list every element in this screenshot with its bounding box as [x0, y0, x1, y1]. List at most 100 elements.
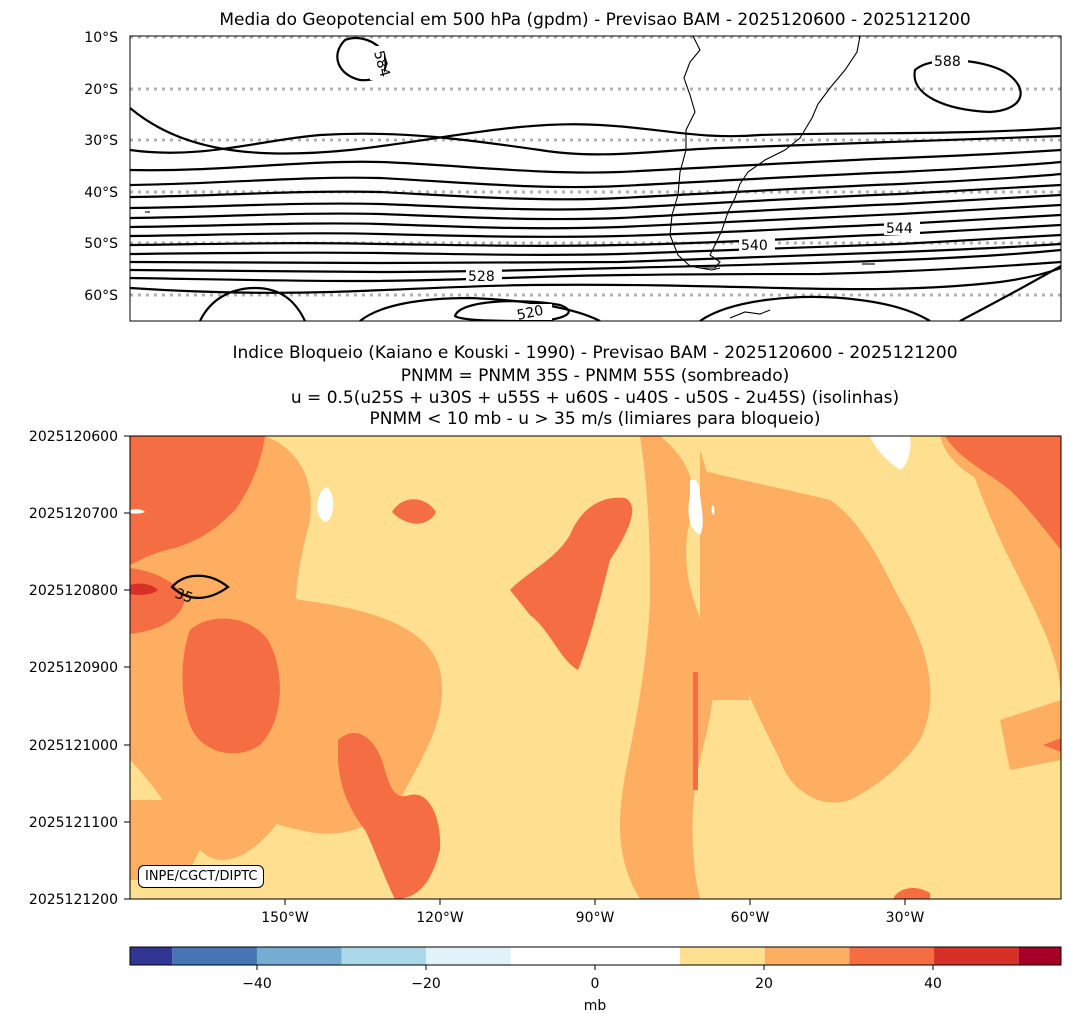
- ytick-label-2025121000: 2025121000: [29, 738, 118, 754]
- contour-line-2: [130, 132, 1061, 156]
- map-ytick-10s: 10°S: [84, 30, 118, 46]
- map-background: [130, 36, 1061, 321]
- map-ytick-20s: 20°S: [84, 82, 118, 98]
- contour-line-7: [130, 193, 1061, 221]
- red-region-east-small: [1043, 738, 1061, 752]
- contour-line-3: [130, 148, 1061, 174]
- contour-line-13: [130, 248, 1061, 274]
- map-y-axis: 10°S 20°S 30°S 40°S 50°S 60°S: [84, 30, 118, 304]
- contour-label-584: 584: [370, 49, 392, 79]
- red-region-small-cell: [392, 499, 436, 524]
- colorbar-tick-label-20: 20: [755, 976, 773, 992]
- colorbar-tick-label-neg40: −40: [242, 976, 272, 992]
- tierra-del-fuego: [699, 267, 721, 271]
- contour-low-east: [699, 295, 931, 321]
- red-region-center-band: [510, 497, 633, 670]
- u-isoline-35: [170, 574, 230, 599]
- orange-region-sw: [130, 800, 204, 880]
- red-region-south: [338, 732, 441, 899]
- white-cell-west-edge: [130, 509, 145, 514]
- label-mask-588: [932, 52, 968, 68]
- contour-label-540: 540: [741, 238, 768, 254]
- xtick-label-60w: 60°W: [731, 910, 770, 926]
- colorbar-segment-6: [680, 947, 765, 965]
- ytick-label-2025120900: 2025120900: [29, 660, 118, 676]
- ytick-label-2025120800: 2025120800: [29, 583, 118, 599]
- contour-line-10: [130, 223, 1061, 247]
- contour-low-west: [199, 286, 306, 321]
- colorbar-segment-4: [426, 947, 511, 965]
- ytick-label-2025120600: 2025120600: [29, 429, 118, 445]
- ytick-label-2025120700: 2025120700: [29, 506, 118, 522]
- white-cell-center: [688, 479, 703, 535]
- contour-line-11: [130, 233, 1061, 256]
- label-mask-584: [370, 46, 384, 80]
- label-mask-528: [466, 267, 502, 283]
- red-region-west-cell: [182, 618, 280, 754]
- bottom-chart-title-line-3: u = 0.5(u25S + u30S + u55S + u60S - u40S…: [290, 388, 900, 408]
- colorbar-segment-1: [172, 947, 257, 965]
- blocking-y-axis: [124, 435, 130, 900]
- geopotential-contours: [130, 37, 1061, 321]
- colorbar-unit-label: mb: [584, 998, 607, 1014]
- white-cell-tiny: [711, 505, 715, 515]
- bottom-chart-title-line-2: PNMM = PNMM 35S - PNMM 55S (sombreado): [400, 366, 790, 386]
- contour-label-588: 588: [934, 54, 961, 70]
- colorbar-segment-5: [510, 947, 681, 965]
- blocking-y-labels: 2025120600 2025120700 2025120800 2025120…: [29, 429, 118, 908]
- contour-line-14: [130, 260, 1061, 283]
- credit-box: INPE/CGCT/DIPTC: [138, 865, 265, 888]
- colorbar-segment-9: [934, 947, 1019, 965]
- colorbar-tick-label-40: 40: [924, 976, 942, 992]
- label-mask-544: [884, 219, 920, 235]
- colorbar-segment-0: [130, 947, 173, 965]
- geopotential-plot-area: 584 588 544 540 528 520: [130, 36, 1061, 324]
- contour-low-far-east: [959, 265, 1061, 321]
- contour-label-544: 544: [886, 221, 913, 237]
- xtick-label-30w: 30°W: [886, 910, 925, 926]
- ytick-label-2025121200: 2025121200: [29, 892, 118, 908]
- bottom-chart-title-line-4: PNMM < 10 mb - u > 35 m/s (limiares para…: [369, 409, 821, 429]
- coastlines: [145, 36, 875, 319]
- contour-line-4: [130, 160, 1061, 189]
- colorbar-ticks: [256, 965, 934, 970]
- map-frame: [129, 35, 1062, 322]
- ytick-label-2025121100: 2025121100: [29, 815, 118, 831]
- orange-region-east-edge: [1000, 700, 1061, 770]
- colorbar-segments: [130, 947, 1061, 965]
- contour-line-6: [130, 183, 1061, 211]
- colorbar-segment-8: [849, 947, 935, 965]
- colorbar-segment-7: [764, 947, 850, 965]
- contour-label-528: 528: [468, 269, 495, 285]
- geopotential-map-panel: 584 588 544 540 528 520 10°S 20°S 30°S 4…: [84, 30, 1062, 324]
- blocking-x-labels: 150°W 120°W 90°W 60°W 30°W: [261, 910, 924, 926]
- label-mask-540: [739, 236, 775, 252]
- red-region-nw: [130, 436, 265, 565]
- red-strip-andes: [693, 672, 698, 790]
- blocking-plot-area: 35: [130, 436, 1061, 899]
- red-region-ne: [945, 436, 1061, 550]
- u-isoline-label-35: 35: [173, 586, 195, 607]
- contour-line-15: [130, 266, 1061, 294]
- blocking-index-panel: 35 2025120600 2025120700 2025120800 2025…: [29, 429, 1062, 926]
- contour-line-12: [130, 242, 1061, 265]
- top-chart-title: Media do Geopotencial em 500 hPa (gpdm) …: [219, 10, 971, 30]
- map-ytick-30s: 30°S: [84, 133, 118, 149]
- contour-line-9: [130, 213, 1061, 238]
- map-ytick-50s: 50°S: [84, 236, 118, 252]
- contour-520: [453, 300, 570, 321]
- xtick-label-150w: 150°W: [261, 910, 309, 926]
- label-mask-520: [516, 304, 552, 320]
- fill-level-neutral: [130, 436, 911, 535]
- map-ytick-60s: 60°S: [84, 288, 118, 304]
- orange-region-east-inner: [700, 470, 931, 803]
- white-cell-north: [870, 436, 911, 470]
- xtick-label-90w: 90°W: [576, 910, 615, 926]
- red-region-se-small: [893, 888, 930, 899]
- white-cell-west: [317, 487, 334, 522]
- fill-level-30-40: [130, 436, 1061, 899]
- xtick-label-120w: 120°W: [416, 910, 464, 926]
- contour-label-520: 520: [516, 303, 545, 324]
- colorbar-segment-2: [256, 947, 342, 965]
